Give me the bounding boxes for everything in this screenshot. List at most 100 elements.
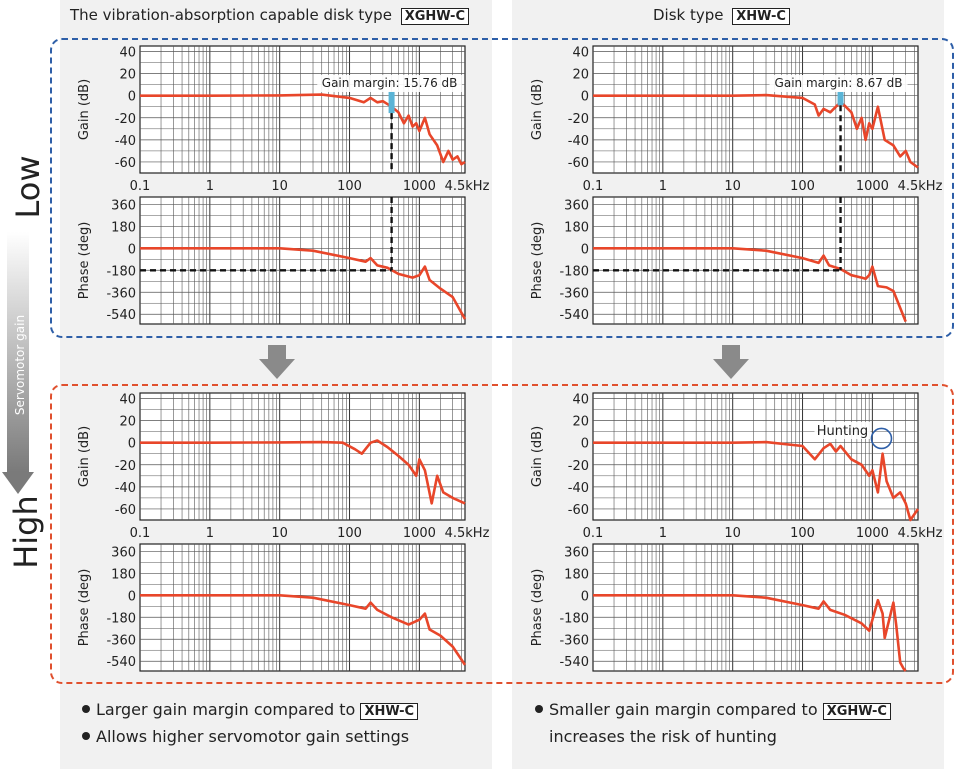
y-tick-label: -40	[568, 134, 589, 149]
x-tick-label: 1	[206, 179, 214, 194]
left-title-text: The vibration-absorption capable disk ty…	[70, 6, 392, 24]
side-label-high: High	[7, 495, 45, 569]
phase-axis-label: Phase (deg)	[530, 222, 545, 300]
x-tick-label: 4.5kHz	[898, 526, 943, 541]
y-tick-label: -20	[568, 459, 589, 474]
y-tick-label: -40	[115, 134, 136, 149]
x-tick-label: 4.5kHz	[445, 179, 490, 194]
gain-margin-label-bg	[317, 75, 462, 92]
x-tick-label: 0.1	[583, 526, 604, 541]
y-tick-label: 0	[128, 437, 136, 452]
x-tick-label: 100	[337, 179, 362, 194]
y-tick-label: -40	[568, 481, 589, 496]
y-tick-label: 0	[128, 242, 136, 257]
gain-curve	[140, 93, 466, 166]
phase-curve	[593, 593, 907, 672]
x-tick-label: 0.1	[583, 179, 604, 194]
right-note-1-text: Smaller gain margin compared to	[549, 700, 818, 719]
y-tick-label: 20	[119, 415, 136, 430]
bode-panel-3: 40 20 0 -20 -40 -60 Gain (dB) 360 180 0 -180 -360 -5…	[77, 392, 490, 672]
y-tick-label: -360	[559, 633, 589, 648]
right-column-title: Disk type XHW-C	[653, 6, 790, 25]
y-tick-label: -60	[115, 156, 136, 171]
gain-plot: 40 20 0 -20 -40 -60 Gain (dB)	[77, 392, 466, 521]
y-tick-label: -360	[106, 286, 136, 301]
right-title-text: Disk type	[653, 6, 724, 24]
phase-curve	[140, 247, 467, 320]
y-tick-label: 360	[111, 198, 136, 213]
high-gain-frame	[50, 384, 954, 684]
left-column-title: The vibration-absorption capable disk ty…	[70, 6, 469, 25]
right-note-1: Smaller gain margin compared to XGHW-C	[535, 700, 891, 720]
y-tick-label: 20	[572, 415, 589, 430]
y-tick-label: 180	[111, 567, 136, 582]
y-tick-label: -180	[559, 264, 589, 279]
y-tick-label: -60	[115, 503, 136, 518]
gain-margin-label: Gain margin: 15.76 dB	[322, 76, 458, 90]
right-note-2-text: increases the risk of hunting	[549, 727, 777, 746]
y-tick-label: 180	[564, 220, 589, 235]
gain-margin-label-bg	[769, 75, 908, 92]
y-tick-label: -180	[106, 264, 136, 279]
x-tick-label: 4.5kHz	[898, 179, 943, 194]
bullet-icon	[535, 704, 543, 713]
bode-panel-2: 40 20 0 -20 -40 -60 Gain (dB) 360 180 0 -180 -360 -5…	[530, 45, 943, 325]
x-tick-label: 1	[659, 179, 667, 194]
down-arrow-icon	[713, 345, 749, 379]
right-note-2: increases the risk of hunting	[549, 727, 777, 746]
y-tick-label: -180	[559, 611, 589, 626]
bullet-icon	[82, 731, 90, 740]
x-tick-label: 1000	[856, 179, 889, 194]
y-tick-label: 180	[111, 220, 136, 235]
y-tick-label: 40	[119, 393, 136, 408]
hunting-circle	[870, 427, 893, 450]
y-tick-label: 0	[581, 589, 589, 604]
left-title-tag: XGHW-C	[400, 8, 469, 25]
y-tick-label: -180	[106, 611, 136, 626]
gain-curve	[140, 439, 466, 505]
phase-curve	[140, 593, 467, 666]
x-tick-label: 10	[724, 179, 741, 194]
x-tick-label: 10	[724, 526, 741, 541]
y-tick-label: 360	[564, 545, 589, 560]
right-note-1-tag: XGHW-C	[822, 703, 891, 720]
hunting-label-bg	[814, 422, 871, 439]
gain-axis-label: Gain (dB)	[77, 426, 92, 487]
y-tick-label: 40	[119, 46, 136, 61]
x-tick-label: 0.1	[130, 526, 151, 541]
y-tick-label: 360	[111, 545, 136, 560]
y-tick-label: -60	[568, 503, 589, 518]
left-note-1: Larger gain margin compared to XHW-C	[82, 700, 419, 720]
x-tick-label: 10	[271, 526, 288, 541]
bode-panel-4: 40 20 0 -20 -40 -60 Gain (dB) 360 180 0 -180 -360 -5…	[530, 392, 943, 672]
x-tick-label: 1000	[403, 179, 436, 194]
y-tick-label: -20	[115, 459, 136, 474]
left-note-1-tag: XHW-C	[360, 703, 419, 720]
y-tick-label: -540	[559, 308, 589, 323]
x-tick-label: 100	[790, 526, 815, 541]
phase-plot: 360 180 0 -180 -360 -540 Phase (deg)	[530, 196, 919, 325]
x-tick-label: 4.5kHz	[445, 526, 490, 541]
gain-curve	[593, 440, 920, 522]
y-tick-label: 20	[572, 68, 589, 83]
phase-plot: 360 180 0 -180 -360 -540 Phase (deg)	[530, 543, 919, 672]
y-tick-label: -60	[568, 156, 589, 171]
gain-plot: 40 20 0 -20 -40 -60 Gain (dB)	[530, 392, 920, 522]
gain-axis-label: Gain (dB)	[77, 79, 92, 140]
x-tick-label: 1000	[856, 526, 889, 541]
phase-plot: 360 180 0 -180 -360 -540 Phase (deg)	[77, 543, 467, 672]
right-title-tag: XHW-C	[732, 8, 790, 25]
y-tick-label: -360	[106, 633, 136, 648]
gain-margin-marker	[837, 91, 844, 106]
gain-plot: 40 20 0 -20 -40 -60 Gain (dB)	[530, 45, 919, 174]
bode-panel-1: 40 20 0 -20 -40 -60 Gain (dB) 360 180 0 -180 -360 -5…	[77, 45, 490, 325]
down-arrow-icon	[259, 345, 295, 379]
x-tick-label: 1	[659, 526, 667, 541]
gain-plot: 40 20 0 -20 -40 -60 Gain (dB)	[77, 45, 466, 174]
side-label-low: Low	[9, 155, 47, 219]
x-tick-label: 100	[790, 179, 815, 194]
y-tick-label: 40	[572, 393, 589, 408]
x-tick-label: 10	[271, 179, 288, 194]
y-tick-label: -20	[568, 112, 589, 127]
